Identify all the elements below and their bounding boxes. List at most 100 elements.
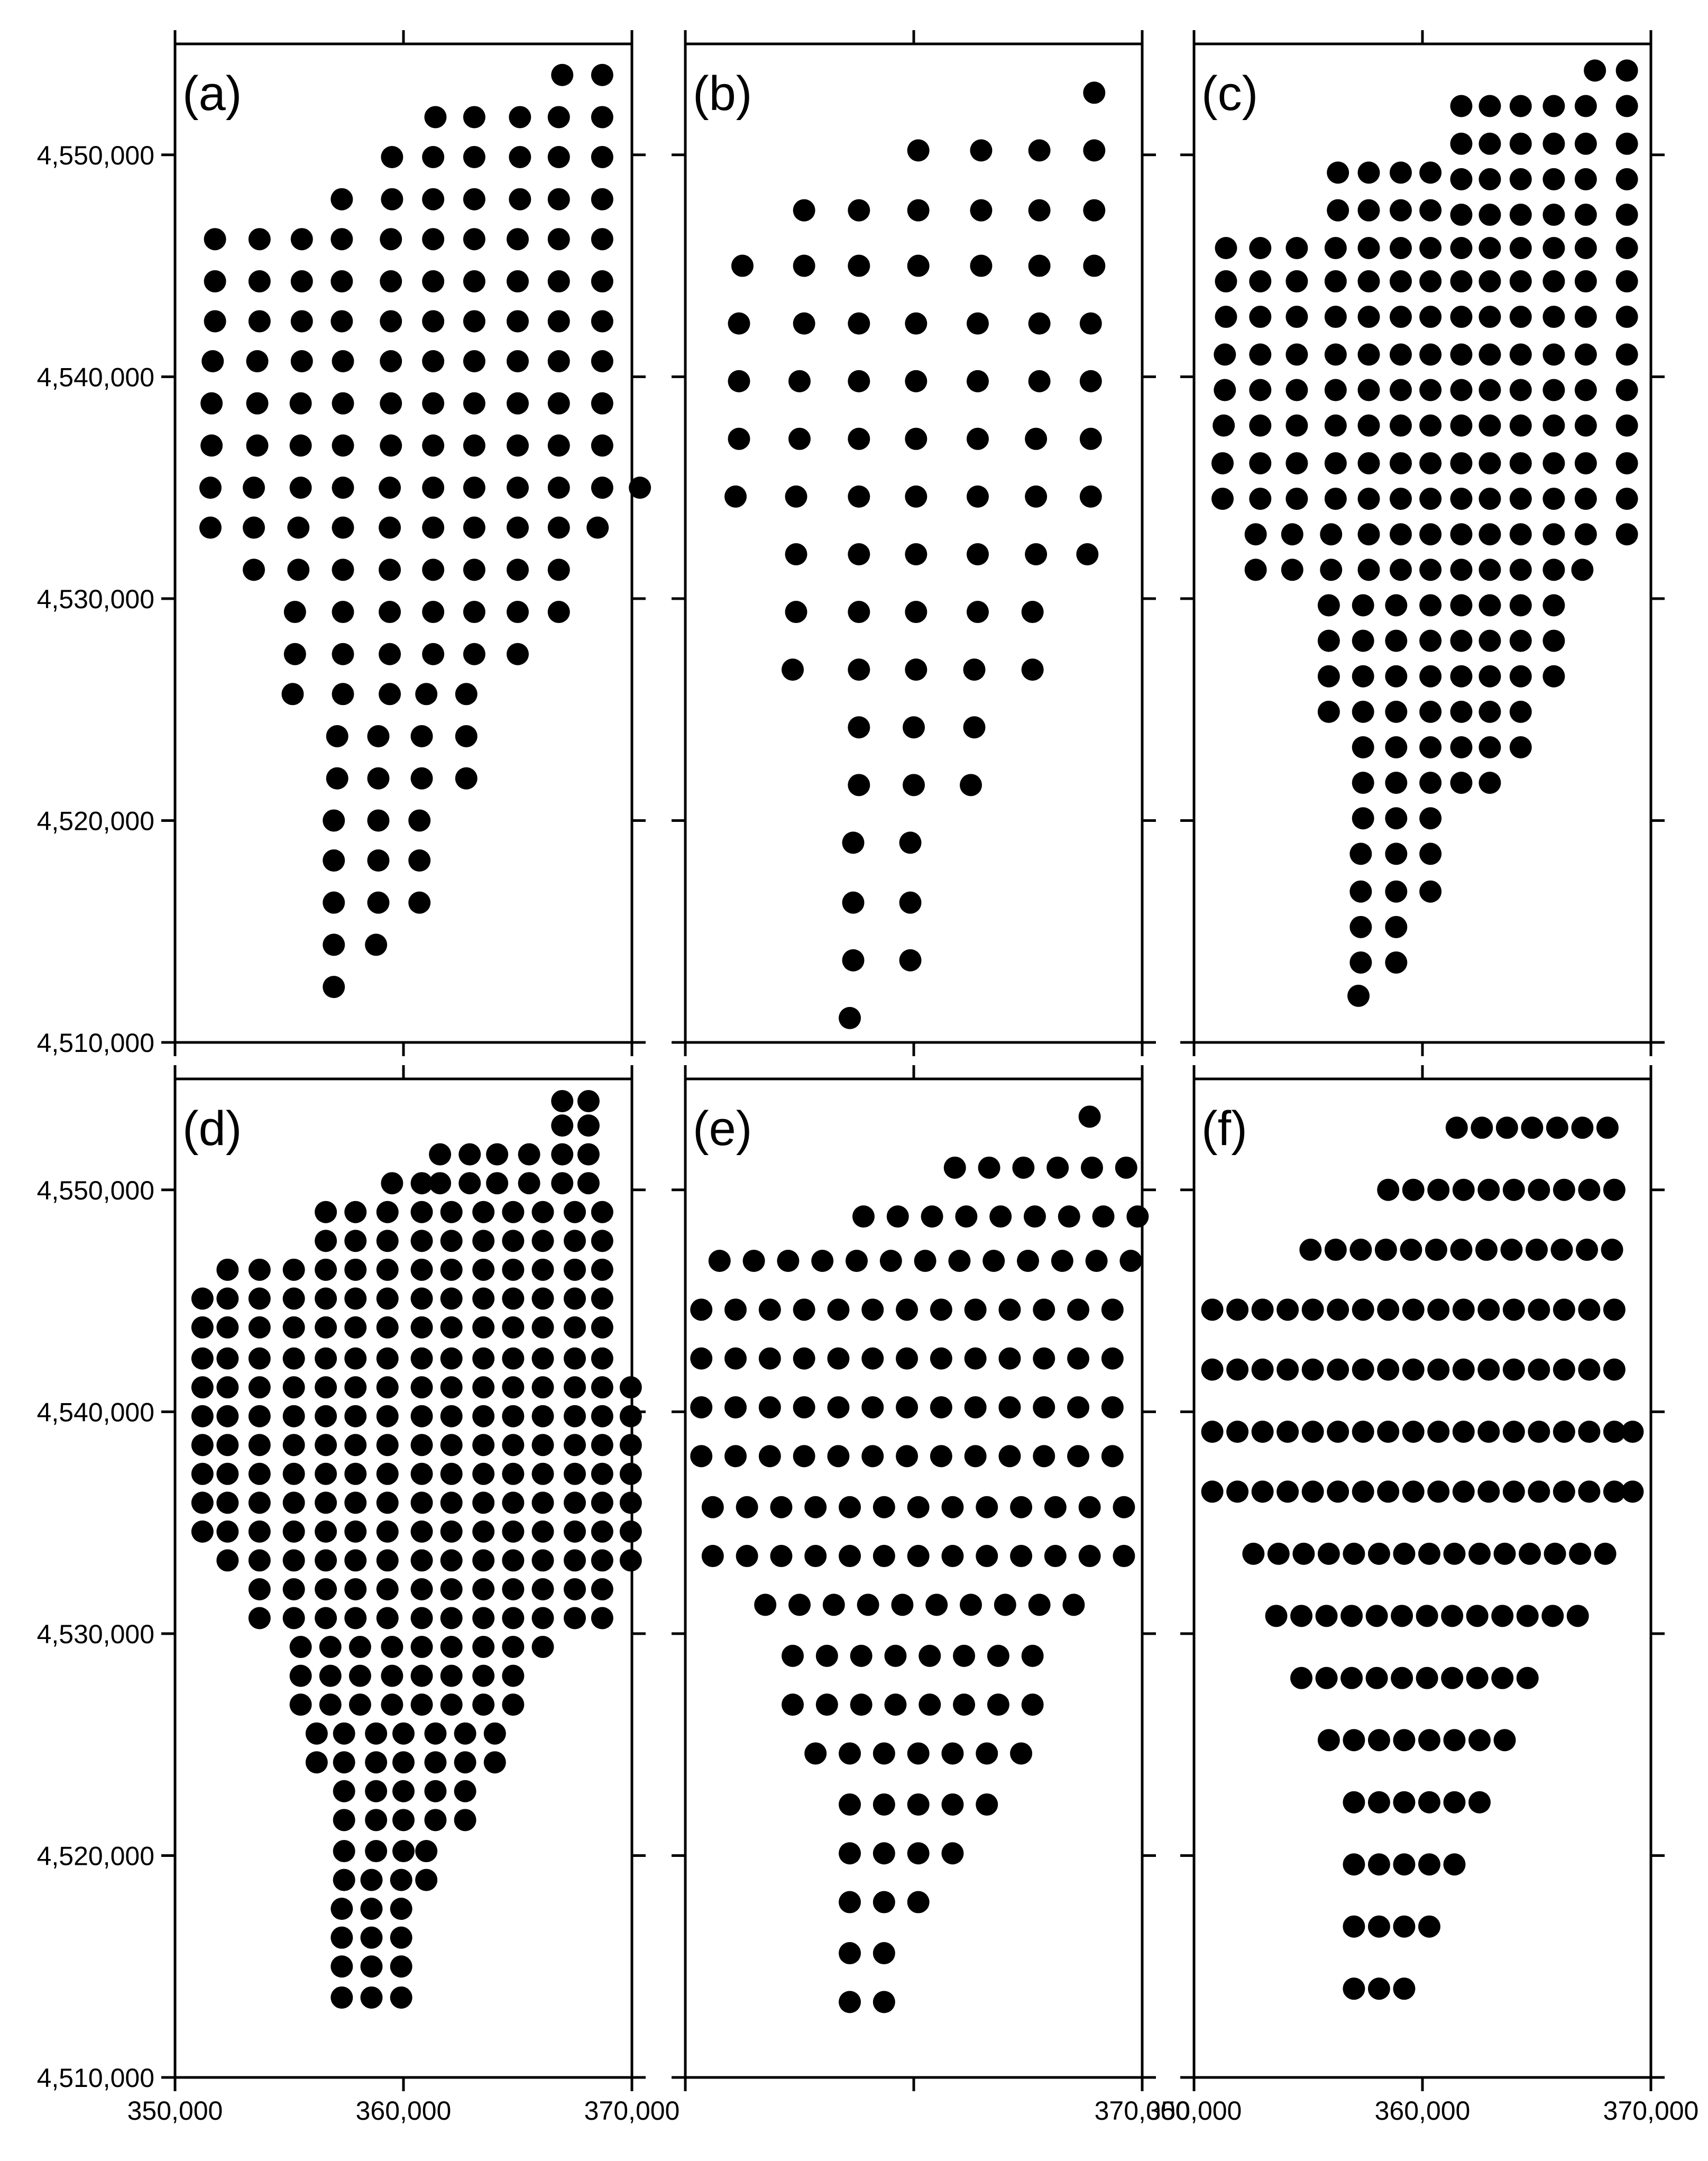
- data-point: [804, 1496, 827, 1518]
- data-point: [591, 1347, 613, 1370]
- y-tick-label: 4,530,000: [37, 1619, 154, 1649]
- data-point: [1419, 772, 1442, 794]
- data-point: [564, 1258, 586, 1281]
- data-point: [1277, 1480, 1299, 1503]
- data-point: [454, 1722, 476, 1745]
- data-point: [422, 350, 445, 372]
- data-point: [1389, 161, 1412, 184]
- data-point: [1528, 1178, 1550, 1201]
- data-point: [848, 370, 870, 392]
- data-point: [1078, 1496, 1101, 1518]
- data-point: [1574, 306, 1597, 328]
- data-point: [1349, 1239, 1372, 1261]
- data-point: [848, 312, 870, 335]
- data-point: [330, 228, 353, 251]
- data-point: [1393, 1791, 1416, 1814]
- data-point: [941, 1545, 964, 1568]
- data-point: [365, 1809, 388, 1832]
- data-point: [1402, 1480, 1425, 1503]
- data-point: [1509, 132, 1532, 155]
- data-point: [899, 831, 922, 854]
- data-point: [392, 1809, 415, 1832]
- data-point: [332, 516, 354, 539]
- data-point: [848, 774, 870, 796]
- data-point: [1468, 1542, 1491, 1565]
- data-point: [248, 228, 271, 251]
- data-point: [1317, 700, 1340, 723]
- data-point: [591, 1491, 613, 1514]
- data-point: [899, 949, 922, 972]
- data-point: [953, 1693, 976, 1716]
- data-point: [547, 601, 570, 624]
- data-point: [287, 558, 310, 581]
- data-point: [330, 1986, 353, 2009]
- data-point: [770, 1545, 793, 1568]
- data-point: [850, 1693, 873, 1716]
- data-point: [410, 1172, 433, 1195]
- data-point: [970, 199, 993, 222]
- data-point: [1017, 1250, 1039, 1272]
- data-point: [381, 1693, 403, 1716]
- data-point: [564, 1607, 586, 1629]
- data-point: [591, 1230, 613, 1252]
- data-point: [1479, 306, 1501, 328]
- data-point: [564, 1578, 586, 1600]
- data-point: [1079, 427, 1102, 450]
- data-point: [1509, 700, 1532, 723]
- data-point: [315, 1376, 337, 1399]
- data-point: [290, 310, 313, 333]
- data-point: [1067, 1298, 1090, 1321]
- data-point: [360, 1986, 383, 2009]
- data-point: [1419, 665, 1442, 688]
- data-point: [1479, 736, 1501, 758]
- data-point: [410, 1549, 433, 1572]
- data-point: [315, 1201, 337, 1223]
- data-point: [839, 1793, 861, 1816]
- data-point: [788, 1594, 811, 1616]
- data-point: [905, 312, 928, 335]
- data-point: [896, 1347, 919, 1370]
- data-point: [785, 485, 807, 508]
- data-point: [422, 392, 445, 415]
- data-point: [1419, 523, 1442, 546]
- data-point: [367, 849, 390, 872]
- data-point: [724, 1396, 747, 1418]
- data-point: [1320, 558, 1343, 581]
- data-point: [941, 1842, 964, 1865]
- data-point: [1402, 1421, 1425, 1443]
- data-point: [896, 1298, 919, 1321]
- data-point: [1516, 1605, 1539, 1627]
- data-point: [283, 601, 306, 624]
- data-point: [827, 1396, 850, 1418]
- data-point: [191, 1520, 214, 1543]
- data-point: [1343, 1915, 1365, 1938]
- y-tick-label: 4,520,000: [37, 806, 154, 836]
- panel-label: (b): [693, 67, 752, 121]
- data-point: [1542, 558, 1565, 581]
- data-point: [282, 1316, 305, 1339]
- data-point: [1578, 1421, 1601, 1443]
- data-point: [282, 1347, 305, 1370]
- data-point: [1553, 1421, 1575, 1443]
- data-point: [1542, 236, 1565, 259]
- data-point: [591, 1549, 613, 1572]
- data-point: [1324, 414, 1347, 437]
- data-point: [502, 1405, 525, 1427]
- data-point: [1385, 807, 1408, 830]
- data-point: [987, 1644, 1009, 1667]
- data-point: [390, 1986, 412, 2009]
- data-point: [1357, 488, 1380, 510]
- data-point: [1249, 488, 1272, 510]
- points: [1211, 59, 1638, 1007]
- data-point: [1502, 1298, 1525, 1321]
- data-point: [367, 725, 390, 748]
- data-point: [424, 1751, 447, 1774]
- data-point: [976, 1742, 998, 1765]
- data-point: [507, 477, 529, 499]
- data-point: [848, 199, 870, 222]
- data-point: [1242, 1542, 1265, 1565]
- data-point: [1352, 736, 1374, 758]
- data-point: [1277, 1358, 1299, 1381]
- data-point: [1574, 168, 1597, 190]
- data-point: [907, 1793, 930, 1816]
